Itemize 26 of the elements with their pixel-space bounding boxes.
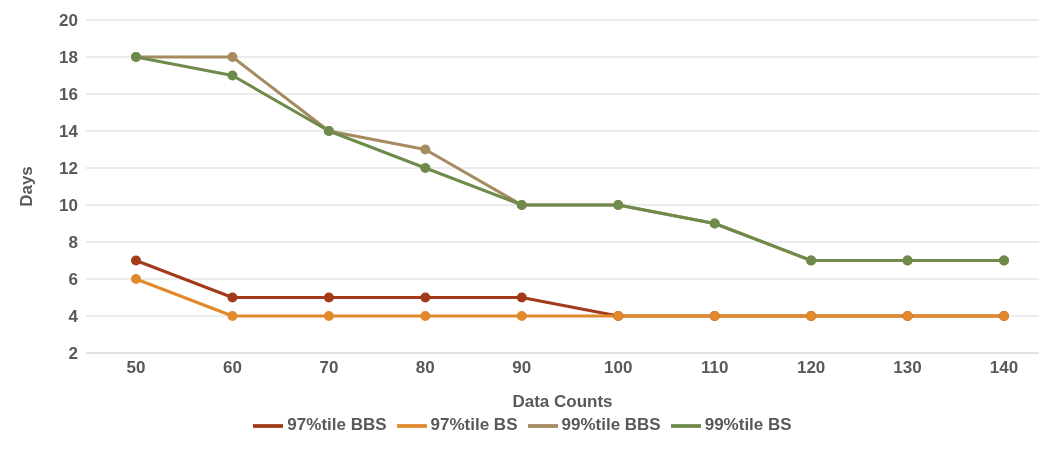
x-tick-label: 80 [415,358,435,378]
x-tick-label: 130 [893,358,922,378]
x-tick-label: 60 [222,358,242,378]
y-tick-label: 12 [59,159,78,179]
x-tick-label: 120 [796,358,826,378]
y-tick-label: 4 [68,307,79,327]
x-axis-title: Data Counts [512,392,613,411]
y-tick-label: 2 [68,344,78,364]
x-tick-label: 50 [126,358,146,378]
legend-label: 99%tile BBS [561,415,661,435]
legend-label: 97%tile BS [430,415,518,435]
x-tick-label: 70 [319,358,339,378]
x-tick-label: 100 [604,358,633,378]
y-tick-label: 14 [59,122,79,142]
y-axis-title: Days [17,166,37,207]
legend-label: 97%tile BBS [287,415,387,435]
y-tick-label: 18 [59,48,78,68]
x-tick-label: 140 [989,358,1019,378]
x-tick-label: 110 [700,358,729,378]
y-tick-label: 10 [59,196,78,216]
y-tick-label: 16 [59,85,78,105]
y-tick-label: 8 [68,233,78,253]
legend-label: 99%tile BS [704,415,792,435]
x-tick-label: 90 [512,358,532,378]
y-tick-label: 20 [59,11,78,31]
y-tick-label: 6 [68,270,78,290]
